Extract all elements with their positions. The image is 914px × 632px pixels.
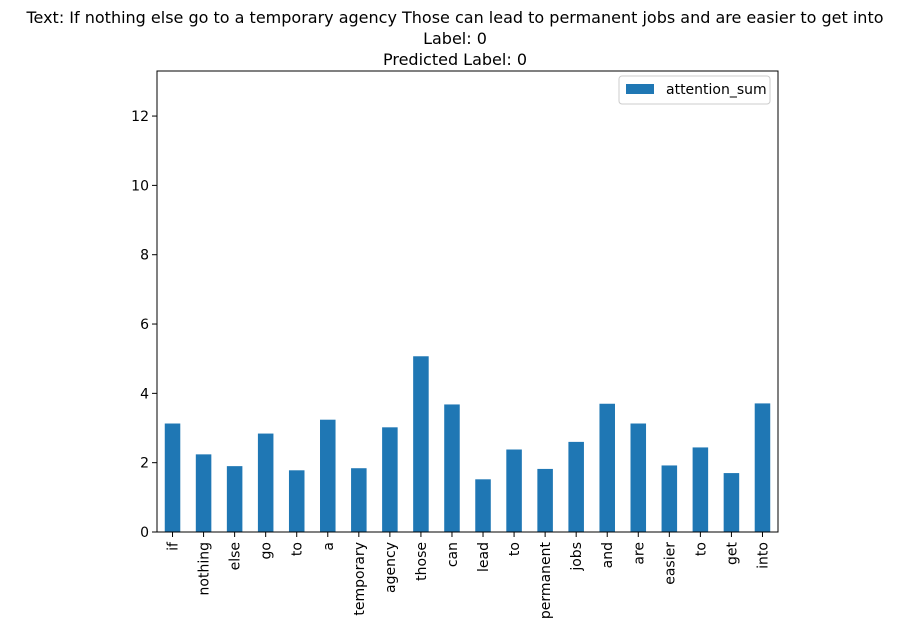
x-tick-label: get [724,542,740,566]
bar-can [444,404,460,532]
chart-title: Text: If nothing else go to a temporary … [25,8,883,69]
bar-if [164,423,181,532]
bar-get [723,473,740,532]
x-tick-label: permanent [538,541,554,619]
x-tick-label: lead [476,542,492,572]
x-tick-label: temporary [352,542,368,616]
x-tick-label: a [321,542,337,551]
y-tick-label: 0 [140,525,149,541]
plot-background [157,71,778,532]
x-tick-label: if [166,541,182,551]
y-tick-label: 6 [140,317,149,333]
label-text-line: Label: 0 [423,29,487,48]
plot-frame [156,70,779,533]
bar-to [288,470,305,532]
legend-swatch [626,84,654,94]
bar-those [413,356,429,532]
bar-a [320,419,336,532]
bar-easier [661,465,678,532]
bar-temporary [351,468,367,532]
bar-else [226,466,243,532]
bar-into [754,403,771,532]
legend-label: attention_sum [666,82,767,98]
y-tick-label: 12 [131,109,149,125]
bar-jobs [568,441,584,532]
x-tick-label: to [693,542,709,556]
title-text-line: Text: If nothing else go to a temporary … [25,8,883,27]
bar-agency [382,427,398,532]
x-tick-label: go [259,542,275,559]
y-tick-label: 10 [131,178,149,194]
predicted-label-text-line: Predicted Label: 0 [383,50,527,69]
plot-area [157,71,778,532]
bars [164,356,771,532]
legend: attention_sum [618,75,771,105]
bar-go [257,433,274,532]
x-tick-label: nothing [197,542,213,595]
x-tick-label: easier [662,542,678,585]
bar-to [506,449,522,532]
bar-permanent [537,468,553,532]
y-tick-label: 2 [140,456,149,472]
legend-frame [618,75,771,105]
bar-lead [475,479,491,532]
y-tick-label: 4 [140,386,149,402]
bar-are [630,423,647,532]
x-tick-label: jobs [569,542,585,572]
x-tick-label: into [755,542,771,569]
x-tick-label: are [631,542,647,565]
x-tick-label: to [507,542,523,556]
x-tick-label: else [228,542,244,570]
x-tick-label: agency [383,542,399,593]
x-tick-label: those [414,542,430,581]
x-tick-label: to [290,542,306,556]
x-tick-label: can [445,542,461,567]
y-axis: 0 2 4 6 8 10 12 [131,109,157,541]
x-tick-label: and [600,542,616,568]
y-tick-label: 8 [140,248,149,264]
bar-nothing [195,454,212,532]
bar-to [692,447,709,532]
x-axis: if nothing else go to a temporary agency those ca… [156,70,779,619]
bar-and [599,403,615,532]
